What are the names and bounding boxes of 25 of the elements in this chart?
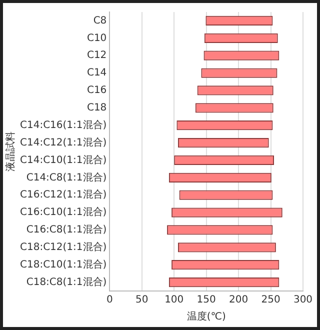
y-tick-label: C14:C12(1:1混合) [20, 136, 107, 148]
x-tick-label: 0 [106, 294, 113, 306]
y-tick-label: C18:C8(1:1混合) [26, 276, 107, 288]
y-tick-label: C14 [86, 68, 107, 79]
y-tick-label: C10 [86, 32, 107, 44]
x-tick-label: 200 [229, 294, 248, 306]
y-tick-label: C12 [86, 50, 107, 62]
x-axis-title: 温度(℃) [186, 310, 226, 323]
x-tick-label: 100 [164, 294, 184, 306]
y-axis-title: 液晶試料 [4, 132, 17, 172]
x-tick-label: 250 [261, 294, 280, 306]
y-tick-label: C16:C10(1:1混合) [20, 206, 107, 218]
y-tick-label: C14:C8(1:1混合) [26, 171, 107, 184]
x-tick-label: 150 [196, 294, 216, 306]
y-tick-label: C8 [93, 15, 107, 26]
y-tick-label: C14:C10(1:1混合) [20, 154, 107, 166]
y-tick-label: C18:C12(1:1混合) [20, 241, 107, 253]
y-tick-label: C18 [86, 102, 107, 114]
y-tick-label: C16 [86, 85, 107, 96]
y-tick-label: C18:C10(1:1混合) [20, 258, 107, 270]
y-tick-label: C16:C12(1:1混合) [20, 188, 107, 201]
y-tick-label: C14:C16(1:1混合) [20, 118, 107, 131]
x-tick-label: 300 [293, 294, 313, 306]
x-tick-label: 50 [136, 294, 148, 306]
y-tick-label: C16:C8(1:1混合) [26, 224, 107, 236]
